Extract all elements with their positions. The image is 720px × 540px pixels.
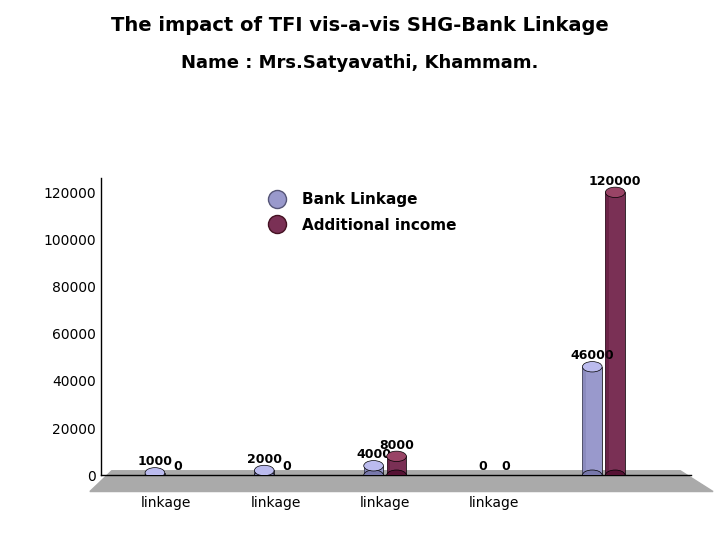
Polygon shape bbox=[90, 471, 713, 491]
Ellipse shape bbox=[582, 470, 602, 481]
Bar bbox=[145, 473, 148, 475]
Text: 46000: 46000 bbox=[570, 349, 614, 362]
Text: Name : Mrs.Satyavathi, Khammam.: Name : Mrs.Satyavathi, Khammam. bbox=[181, 54, 539, 72]
Bar bbox=[364, 466, 384, 475]
Text: 0: 0 bbox=[283, 460, 292, 473]
Text: 8000: 8000 bbox=[379, 439, 414, 452]
Ellipse shape bbox=[387, 470, 406, 481]
Ellipse shape bbox=[254, 470, 274, 481]
Bar bbox=[606, 192, 625, 475]
Text: 2000: 2000 bbox=[247, 453, 282, 466]
Bar bbox=[387, 456, 390, 475]
Text: 120000: 120000 bbox=[589, 175, 642, 188]
Ellipse shape bbox=[145, 470, 165, 481]
Ellipse shape bbox=[387, 451, 406, 462]
Text: 0: 0 bbox=[502, 460, 510, 473]
Bar bbox=[582, 367, 602, 475]
Bar bbox=[254, 470, 274, 475]
Ellipse shape bbox=[364, 470, 384, 481]
Text: 1000: 1000 bbox=[138, 455, 172, 468]
Bar bbox=[364, 466, 367, 475]
Legend: Bank Linkage, Additional income: Bank Linkage, Additional income bbox=[256, 186, 462, 239]
Text: 0: 0 bbox=[174, 460, 182, 473]
Ellipse shape bbox=[582, 362, 602, 372]
Bar bbox=[254, 470, 258, 475]
Bar bbox=[145, 473, 165, 475]
Text: 0: 0 bbox=[479, 460, 487, 473]
Ellipse shape bbox=[364, 461, 384, 471]
Ellipse shape bbox=[606, 187, 625, 198]
Bar bbox=[606, 192, 609, 475]
Ellipse shape bbox=[254, 465, 274, 476]
Bar bbox=[387, 456, 406, 475]
Text: The impact of TFI vis-a-vis SHG-Bank Linkage: The impact of TFI vis-a-vis SHG-Bank Lin… bbox=[111, 16, 609, 35]
Bar bbox=[582, 367, 586, 475]
Ellipse shape bbox=[606, 470, 625, 481]
Ellipse shape bbox=[145, 468, 165, 478]
Text: 4000: 4000 bbox=[356, 448, 391, 461]
